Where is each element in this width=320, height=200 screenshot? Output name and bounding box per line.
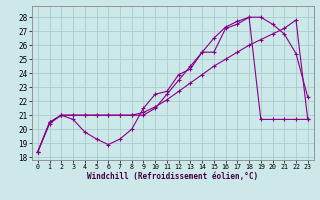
- X-axis label: Windchill (Refroidissement éolien,°C): Windchill (Refroidissement éolien,°C): [87, 172, 258, 181]
